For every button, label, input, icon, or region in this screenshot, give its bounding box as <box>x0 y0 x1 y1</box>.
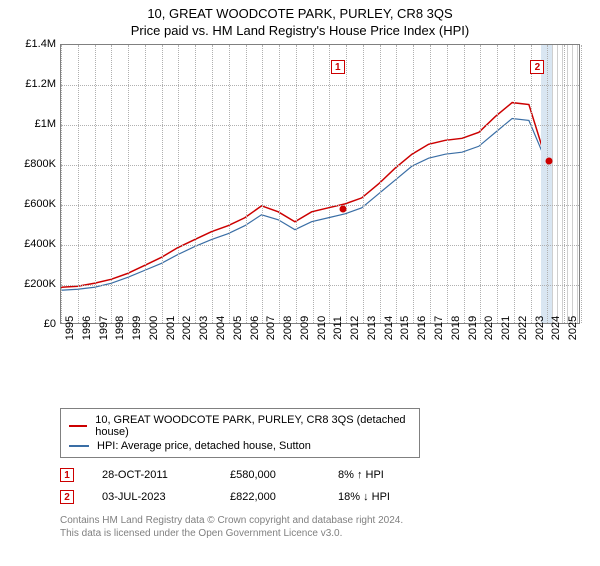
gridline <box>564 45 565 323</box>
gridline <box>531 45 532 323</box>
transaction-marker: 2 <box>60 490 74 504</box>
legend: 10, GREAT WOODCOTE PARK, PURLEY, CR8 3QS… <box>60 408 420 458</box>
y-tick-label: £1M <box>10 118 56 130</box>
gridline <box>296 45 297 323</box>
gridline <box>61 85 579 86</box>
gridline <box>480 45 481 323</box>
gridline <box>229 45 230 323</box>
gridline <box>581 45 582 323</box>
gridline <box>61 165 579 166</box>
transaction-row: 2 03-JUL-2023 £822,000 18% ↓ HPI <box>60 486 590 508</box>
gridline <box>61 285 579 286</box>
y-tick-label: £400K <box>10 238 56 250</box>
legend-row: HPI: Average price, detached house, Sutt… <box>69 439 411 453</box>
gridline <box>246 45 247 323</box>
gridline <box>329 45 330 323</box>
gridline <box>78 45 79 323</box>
y-tick-label: £800K <box>10 158 56 170</box>
gridline <box>178 45 179 323</box>
gridline <box>212 45 213 323</box>
chart-title: 10, GREAT WOODCOTE PARK, PURLEY, CR8 3QS <box>0 6 600 21</box>
transaction-delta: 8% ↑ HPI <box>338 469 428 481</box>
transaction-price: £580,000 <box>230 469 310 481</box>
y-tick-label: £1.4M <box>10 38 56 50</box>
x-tick-label: 2025 <box>567 316 600 340</box>
transaction-row: 1 28-OCT-2011 £580,000 8% ↑ HPI <box>60 464 590 486</box>
gridline <box>145 45 146 323</box>
gridline <box>413 45 414 323</box>
sale-dot <box>340 206 347 213</box>
chart-marker: 1 <box>331 60 345 74</box>
gridline <box>497 45 498 323</box>
gridline <box>464 45 465 323</box>
gridline <box>262 45 263 323</box>
gridline <box>111 45 112 323</box>
gridline <box>447 45 448 323</box>
gridline <box>162 45 163 323</box>
y-tick-label: £600K <box>10 198 56 210</box>
transaction-date: 28-OCT-2011 <box>102 469 202 481</box>
gridline <box>547 45 548 323</box>
gridline <box>95 45 96 323</box>
footnote-line: Contains HM Land Registry data © Crown c… <box>60 514 590 527</box>
gridline <box>128 45 129 323</box>
gridline <box>430 45 431 323</box>
chart-marker: 2 <box>530 60 544 74</box>
gridline <box>363 45 364 323</box>
footnote: Contains HM Land Registry data © Crown c… <box>60 514 590 540</box>
gridline <box>514 45 515 323</box>
footnote-line: This data is licensed under the Open Gov… <box>60 527 590 540</box>
gridline <box>61 205 579 206</box>
gridline <box>61 45 62 323</box>
legend-swatch <box>69 425 87 427</box>
transaction-date: 03-JUL-2023 <box>102 491 202 503</box>
plot-region: 12 <box>60 44 580 324</box>
transaction-table: 1 28-OCT-2011 £580,000 8% ↑ HPI 2 03-JUL-2023… <box>60 464 590 508</box>
gridline <box>279 45 280 323</box>
series-line <box>61 103 546 288</box>
gridline <box>61 125 579 126</box>
y-tick-label: £1.2M <box>10 78 56 90</box>
gridline <box>396 45 397 323</box>
gridline <box>346 45 347 323</box>
legend-swatch <box>69 445 89 447</box>
transaction-delta: 18% ↓ HPI <box>338 491 428 503</box>
y-tick-label: £200K <box>10 278 56 290</box>
legend-label: HPI: Average price, detached house, Sutt… <box>97 440 311 452</box>
gridline <box>195 45 196 323</box>
transaction-marker: 1 <box>60 468 74 482</box>
chart-area: 12 £0£200K£400K£600K£800K£1M£1.2M£1.4M19… <box>10 44 590 364</box>
legend-label: 10, GREAT WOODCOTE PARK, PURLEY, CR8 3QS… <box>95 414 411 438</box>
gridline <box>61 245 579 246</box>
sale-dot <box>546 157 553 164</box>
chart-subtitle: Price paid vs. HM Land Registry's House … <box>0 23 600 38</box>
y-tick-label: £0 <box>10 318 56 330</box>
legend-row: 10, GREAT WOODCOTE PARK, PURLEY, CR8 3QS… <box>69 413 411 439</box>
gridline <box>313 45 314 323</box>
gridline <box>380 45 381 323</box>
transaction-price: £822,000 <box>230 491 310 503</box>
shade-future <box>552 45 581 323</box>
